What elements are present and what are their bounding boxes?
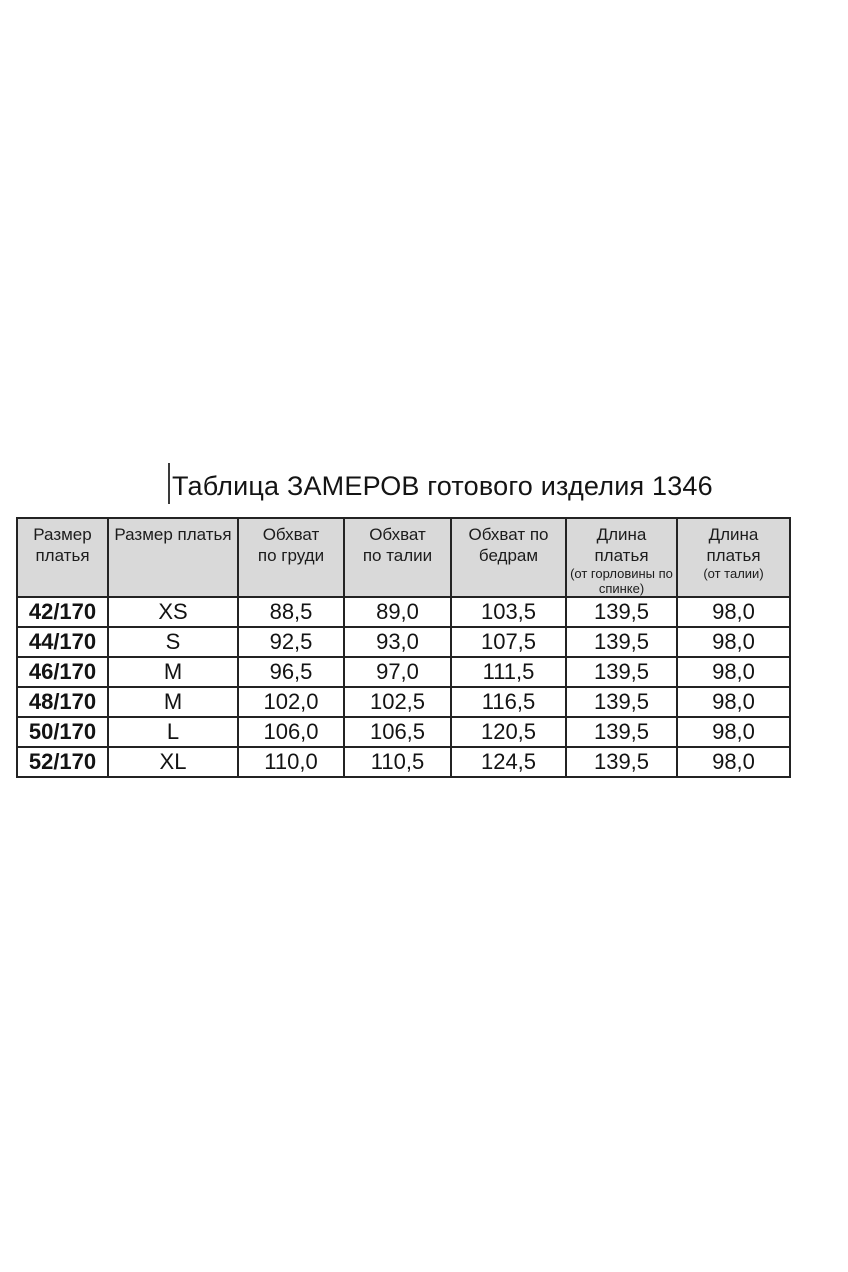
cell-chest: 106,0: [237, 716, 345, 748]
col-header-length-from-neck: Длина платья (от горловины по спинке): [565, 517, 678, 598]
cell-hips: 103,5: [450, 596, 567, 628]
cell-letter-size: M: [107, 686, 239, 718]
cell-letter-size: XL: [107, 746, 239, 778]
cell-length-back: 139,5: [565, 656, 678, 688]
cell-waist: 97,0: [343, 656, 452, 688]
header-subtext: (от талии): [703, 566, 764, 581]
header-line: Длина: [596, 525, 647, 544]
cell-letter-size: XS: [107, 596, 239, 628]
header-row: Размер платья Размер платья Обхват по гр…: [16, 517, 791, 598]
header-line: Размер платья: [114, 525, 232, 544]
cell-length-waist: 98,0: [676, 596, 791, 628]
col-header-hips: Обхват по бедрам: [450, 517, 567, 598]
cell-length-back: 139,5: [565, 596, 678, 628]
cell-length-waist: 98,0: [676, 686, 791, 718]
text-cursor-caret: [168, 463, 170, 504]
cell-waist: 106,5: [343, 716, 452, 748]
header-line: Обхват: [369, 525, 426, 544]
cell-length-back: 139,5: [565, 716, 678, 748]
cell-length-waist: 98,0: [676, 716, 791, 748]
cell-length-waist: 98,0: [676, 656, 791, 688]
cell-waist: 93,0: [343, 626, 452, 658]
cell-dress-size: 44/170: [16, 626, 109, 658]
col-header-chest: Обхват по груди: [237, 517, 345, 598]
header-line: Обхват по: [468, 525, 549, 544]
cell-chest: 102,0: [237, 686, 345, 718]
cell-chest: 110,0: [237, 746, 345, 778]
cell-length-back: 139,5: [565, 686, 678, 718]
cell-hips: 116,5: [450, 686, 567, 718]
col-header-waist: Обхват по талии: [343, 517, 452, 598]
header-line: по талии: [362, 546, 433, 565]
header-line: Обхват: [262, 525, 320, 544]
cell-waist: 102,5: [343, 686, 452, 718]
cell-hips: 107,5: [450, 626, 567, 658]
col-header-length-from-waist: Длина платья (от талии): [676, 517, 791, 598]
cell-letter-size: L: [107, 716, 239, 748]
table-row: 42/170 XS 88,5 89,0 103,5 139,5 98,0: [16, 596, 791, 628]
cell-dress-size: 52/170: [16, 746, 109, 778]
header-line: бедрам: [478, 546, 539, 565]
header-line: Длина: [708, 525, 759, 544]
header-line: платья: [706, 546, 761, 565]
cell-waist: 89,0: [343, 596, 452, 628]
table-row: 50/170 L 106,0 106,5 120,5 139,5 98,0: [16, 716, 791, 748]
table-row: 48/170 M 102,0 102,5 116,5 139,5 98,0: [16, 686, 791, 718]
cell-letter-size: S: [107, 626, 239, 658]
col-header-dress-size: Размер платья: [16, 517, 109, 598]
cell-hips: 111,5: [450, 656, 567, 688]
cell-length-waist: 98,0: [676, 746, 791, 778]
cell-dress-size: 48/170: [16, 686, 109, 718]
size-table: Размер платья Размер платья Обхват по гр…: [16, 517, 791, 778]
cell-length-waist: 98,0: [676, 626, 791, 658]
table-row: 44/170 S 92,5 93,0 107,5 139,5 98,0: [16, 626, 791, 658]
header-line: платья: [35, 546, 90, 565]
cell-hips: 120,5: [450, 716, 567, 748]
cell-dress-size: 46/170: [16, 656, 109, 688]
cell-dress-size: 42/170: [16, 596, 109, 628]
header-line: Размер: [33, 525, 92, 544]
table-row: 46/170 M 96,5 97,0 111,5 139,5 98,0: [16, 656, 791, 688]
cell-length-back: 139,5: [565, 746, 678, 778]
cell-chest: 96,5: [237, 656, 345, 688]
cell-letter-size: M: [107, 656, 239, 688]
table-body: 42/170 XS 88,5 89,0 103,5 139,5 98,0 44/…: [16, 596, 791, 778]
header-line: по груди: [257, 546, 325, 565]
page-title: Таблица ЗАМЕРОВ готового изделия 1346: [172, 471, 713, 501]
cell-hips: 124,5: [450, 746, 567, 778]
cell-chest: 88,5: [237, 596, 345, 628]
cell-waist: 110,5: [343, 746, 452, 778]
col-header-dress-size-letter: Размер платья: [107, 517, 239, 598]
table-row: 52/170 XL 110,0 110,5 124,5 139,5 98,0: [16, 746, 791, 778]
cell-dress-size: 50/170: [16, 716, 109, 748]
header-subtext: (от горловины по спинке): [570, 566, 673, 596]
cell-length-back: 139,5: [565, 626, 678, 658]
table-header: Размер платья Размер платья Обхват по гр…: [16, 517, 791, 598]
header-line: платья: [594, 546, 649, 565]
cell-chest: 92,5: [237, 626, 345, 658]
